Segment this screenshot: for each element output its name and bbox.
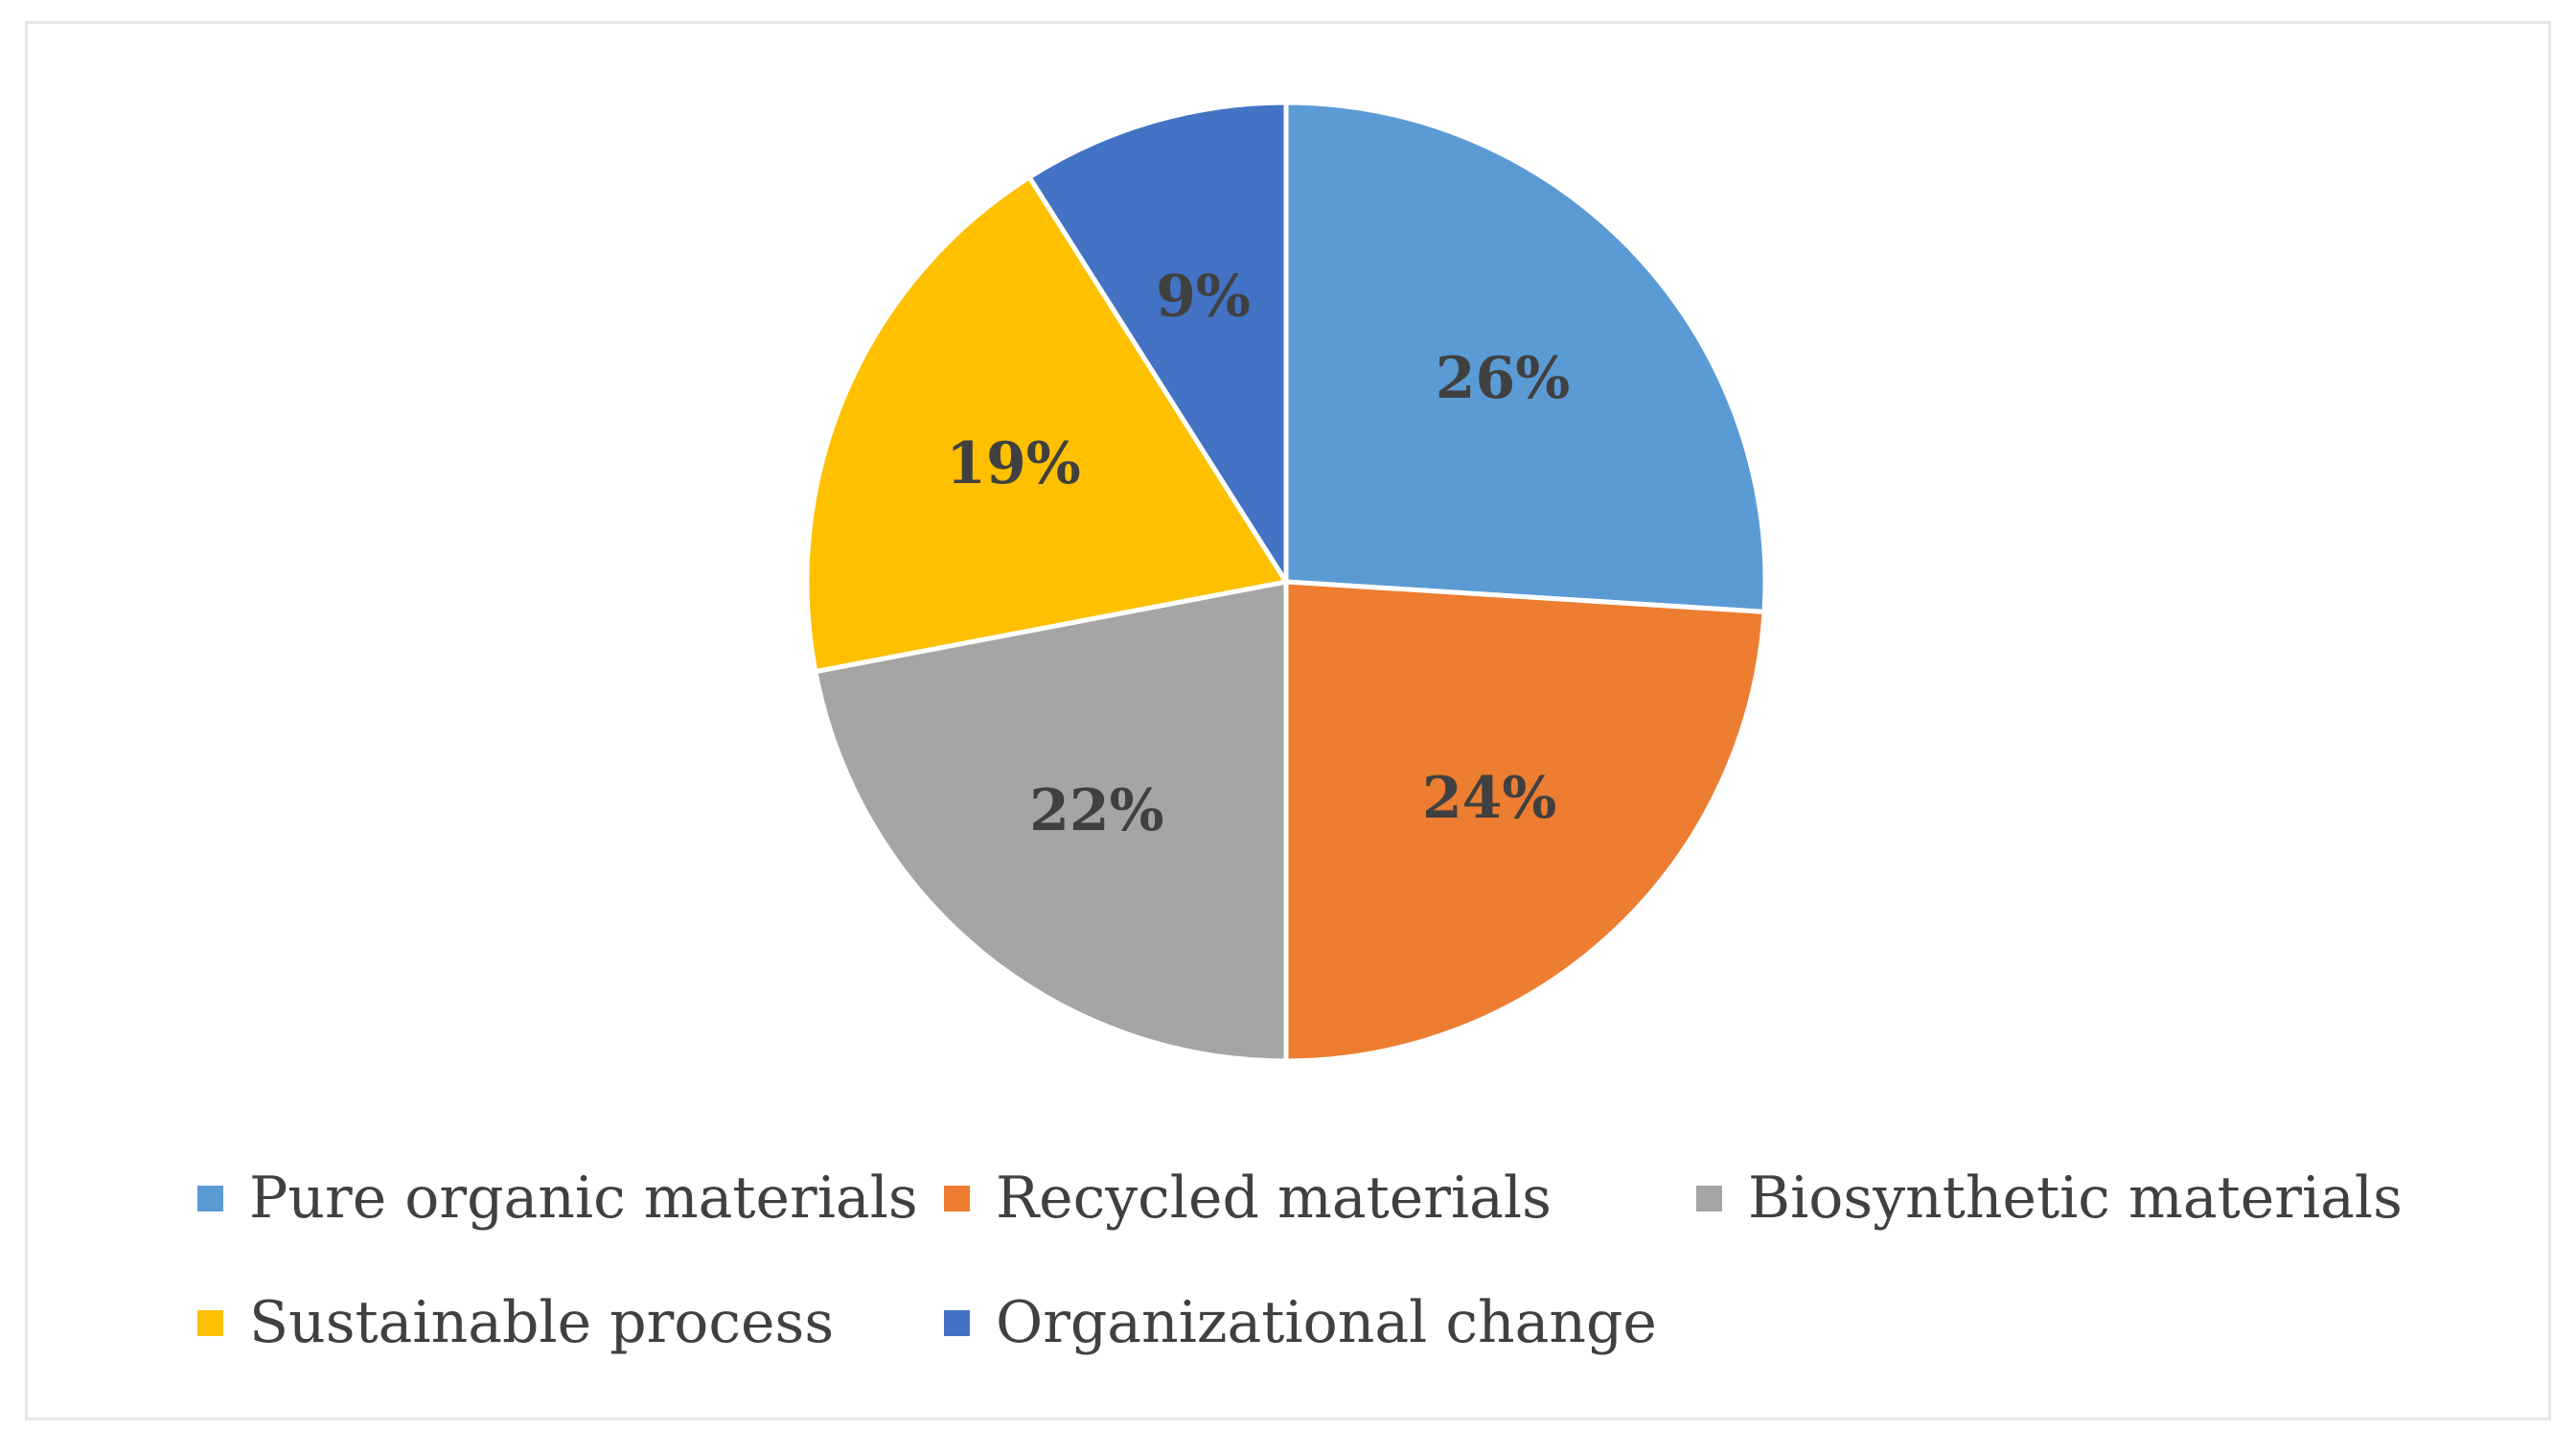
data-label-recycled-materials: 24% — [1422, 765, 1557, 832]
pie-slice-organizational-change[interactable] — [1026, 100, 1289, 585]
legend-swatch-biosynthetic-materials — [1696, 1185, 1722, 1212]
pie-slice-pure-organic-materials[interactable] — [1283, 100, 1768, 614]
legend-label-pure-organic-materials: Pure organic materials — [249, 1165, 918, 1232]
legend-swatch-sustainable-process — [197, 1309, 223, 1336]
legend-swatch-pure-organic-materials — [197, 1185, 223, 1212]
legend-item-biosynthetic-materials[interactable]: Biosynthetic materials — [1696, 1160, 2403, 1236]
legend-item-recycled-materials[interactable]: Recycled materials — [944, 1160, 1552, 1236]
pie-slices — [804, 100, 1768, 1064]
legend-swatch-recycled-materials — [944, 1185, 970, 1212]
legend-label-biosynthetic-materials: Biosynthetic materials — [1748, 1165, 2403, 1232]
pie-slice-recycled-materials[interactable] — [1283, 579, 1767, 1064]
legend-item-pure-organic-materials[interactable]: Pure organic materials — [197, 1160, 918, 1236]
legend-item-sustainable-process[interactable]: Sustainable process — [197, 1284, 834, 1361]
data-label-sustainable-process: 19% — [946, 430, 1081, 497]
legend-swatch-organizational-change — [944, 1309, 970, 1336]
legend-label-organizational-change: Organizational change — [996, 1289, 1657, 1356]
data-label-pure-organic-materials: 26% — [1436, 345, 1571, 412]
data-label-biosynthetic-materials: 22% — [1029, 777, 1164, 844]
legend-label-recycled-materials: Recycled materials — [996, 1165, 1552, 1232]
pie-slice-biosynthetic-materials[interactable] — [813, 579, 1289, 1064]
pie-slice-sustainable-process[interactable] — [804, 174, 1289, 675]
data-label-organizational-change: 9% — [1156, 263, 1251, 330]
pie-data-labels: 26% 24% 22% 19% 9% — [946, 263, 1570, 844]
legend-label-sustainable-process: Sustainable process — [249, 1289, 835, 1356]
legend-item-organizational-change[interactable]: Organizational change — [944, 1284, 1657, 1361]
